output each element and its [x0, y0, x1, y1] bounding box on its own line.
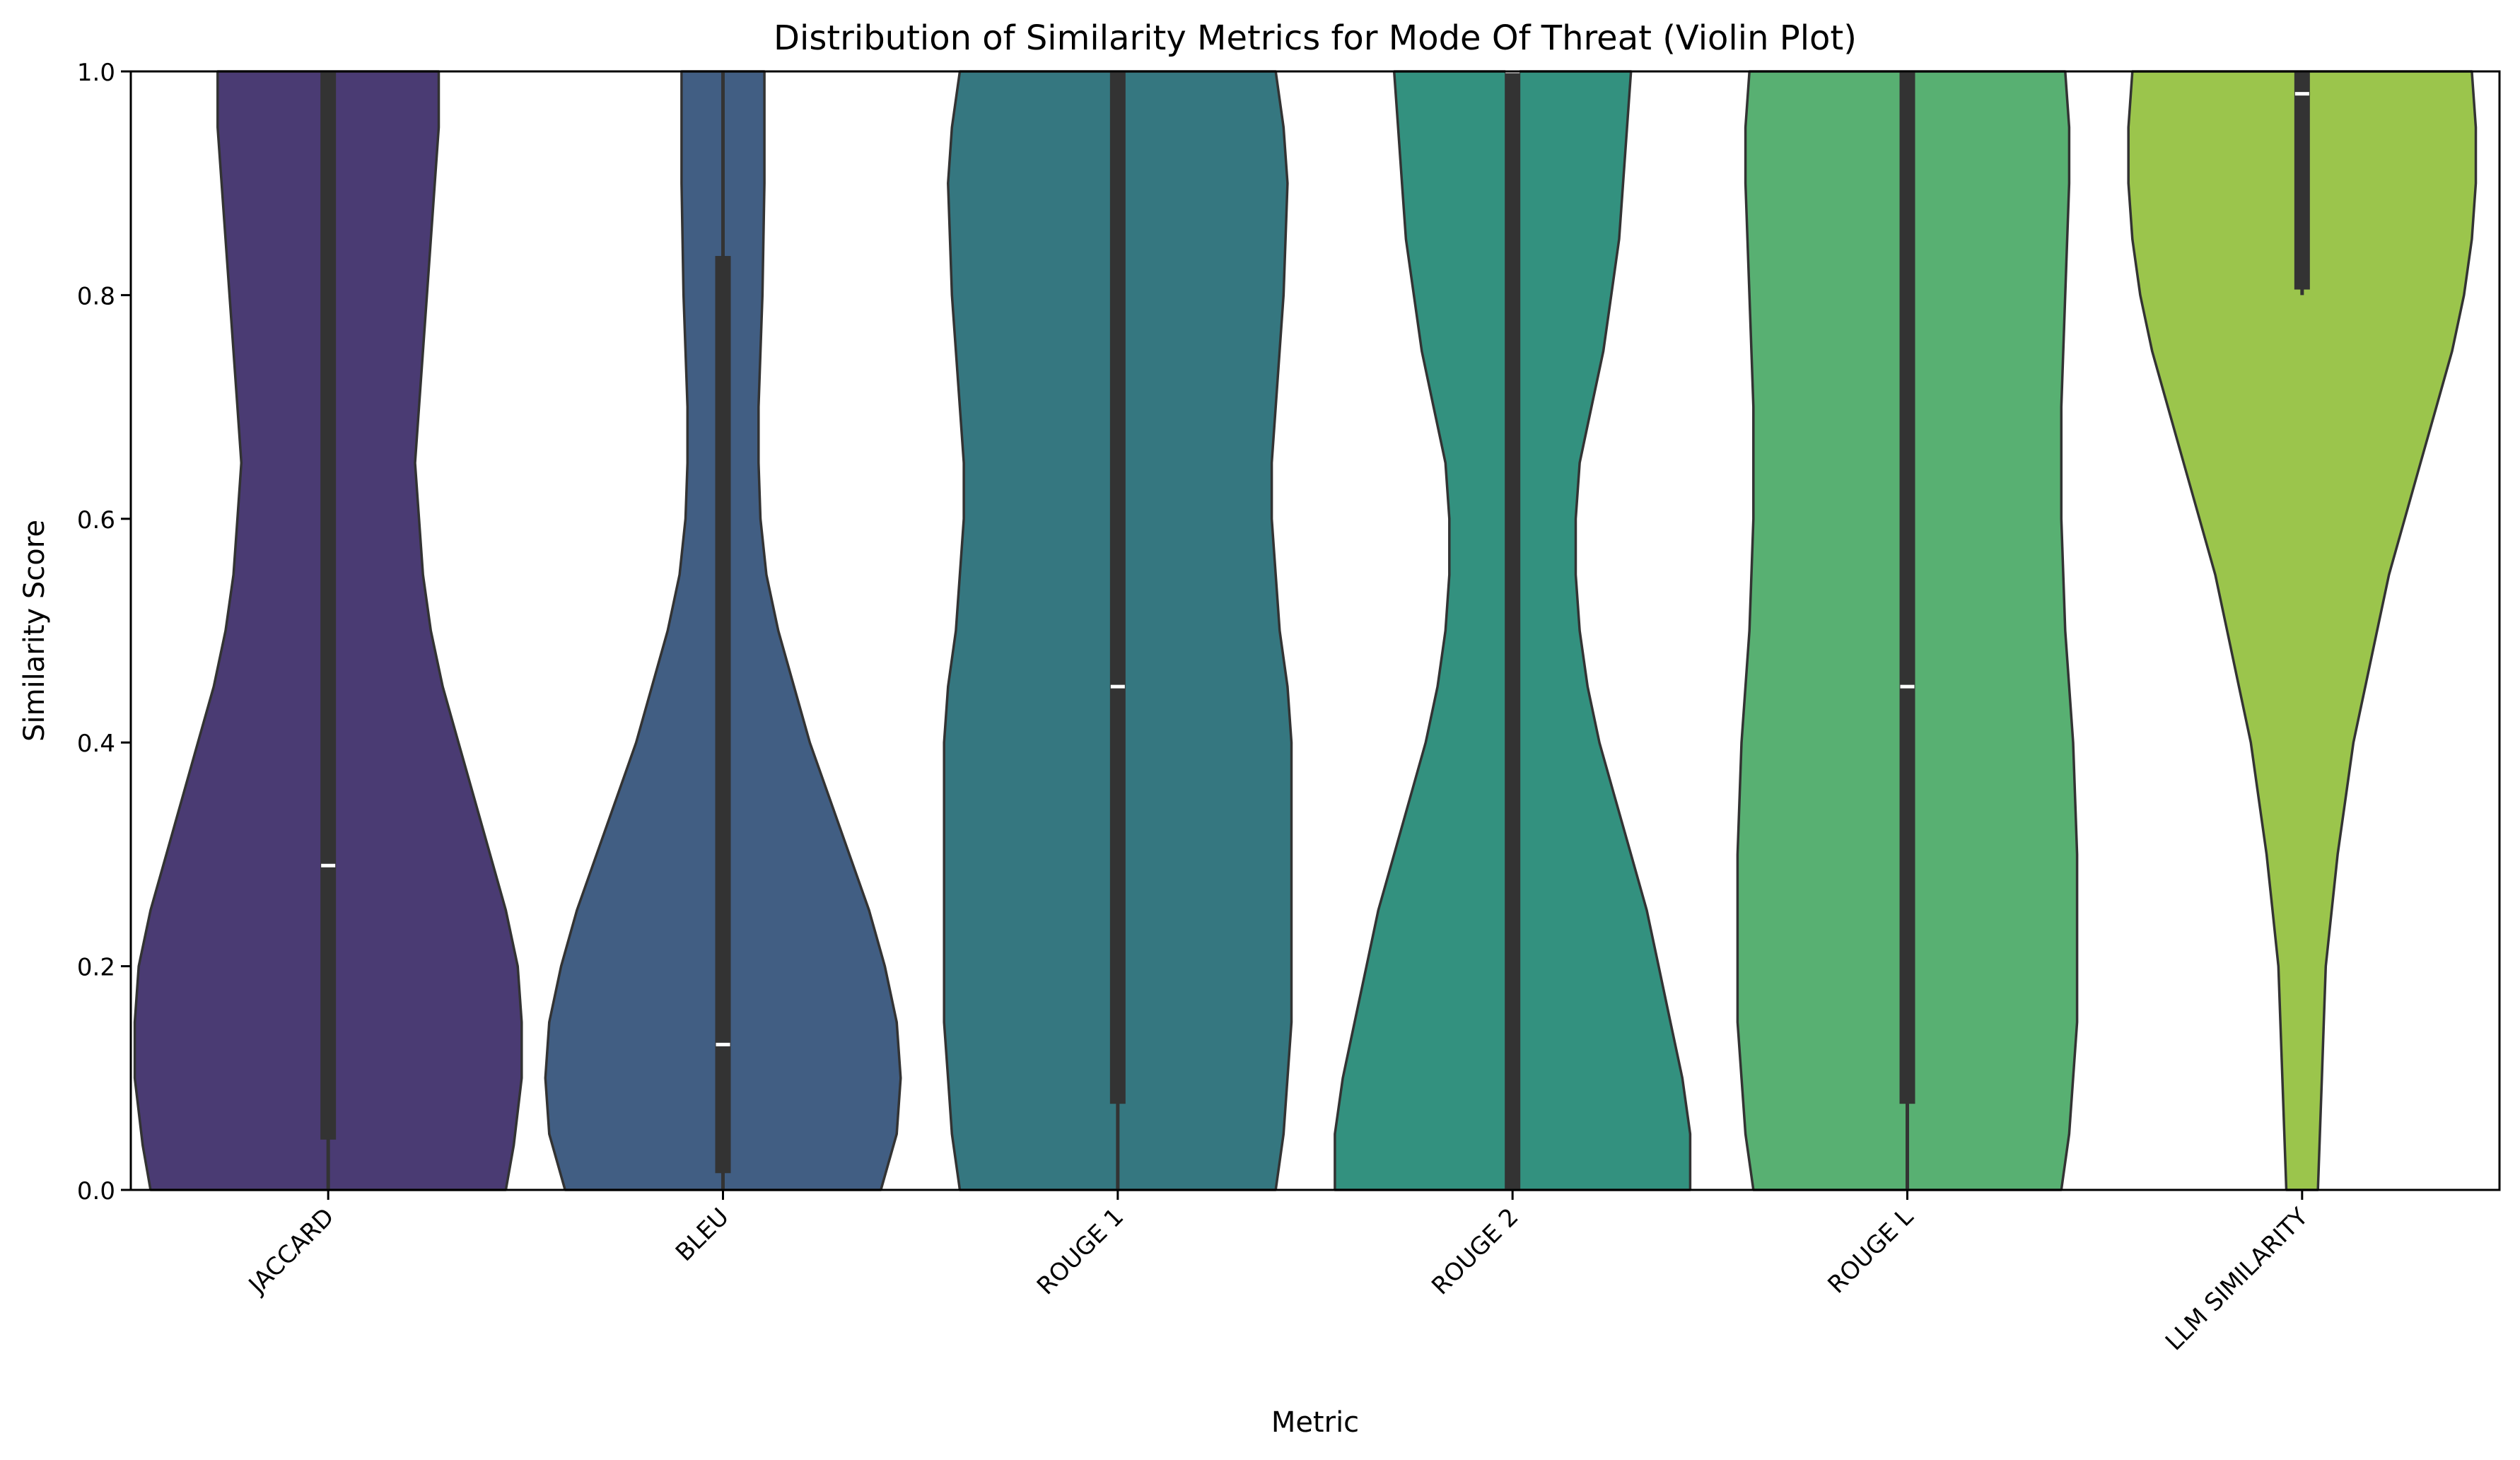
- y-tick-label: 0.4: [77, 730, 115, 758]
- x-axis-label: Metric: [1271, 1406, 1359, 1439]
- y-axis: 0.0 0.2 0.4 0.6 0.8 1.0: [77, 59, 131, 1205]
- iqr-box: [1109, 71, 1126, 1104]
- y-tick-label: 1.0: [77, 59, 115, 87]
- iqr-box: [715, 256, 731, 1174]
- y-axis-label: Similarity Score: [18, 520, 51, 742]
- plot-frame: [129, 70, 2501, 1191]
- y-tick-label: 0.6: [77, 506, 115, 535]
- y-tick-label: 0.8: [77, 282, 115, 310]
- iqr-box: [2294, 71, 2310, 290]
- y-tick-label: 0.0: [77, 1177, 115, 1205]
- iqr-box: [320, 71, 337, 1140]
- y-tick-label: 0.2: [77, 954, 115, 982]
- iqr-box: [1505, 71, 1521, 1190]
- iqr-box: [1899, 71, 1915, 1104]
- box-group: [320, 69, 2310, 1190]
- chart-title: Distribution of Similarity Metrics for M…: [774, 18, 1857, 58]
